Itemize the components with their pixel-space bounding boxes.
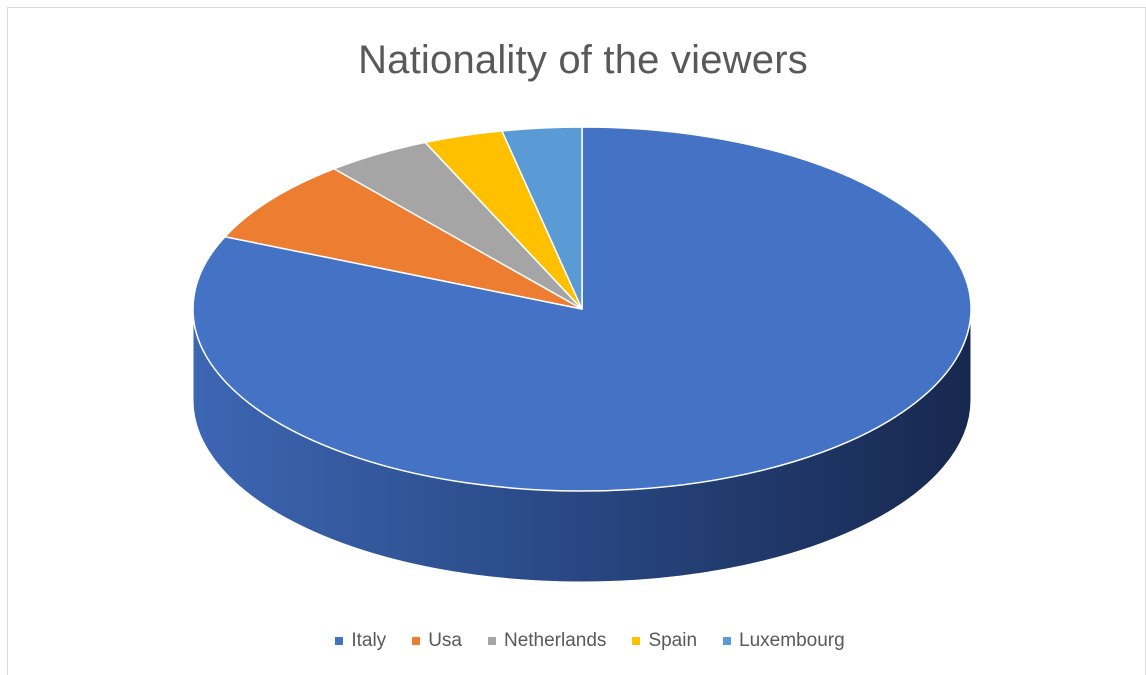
chart-legend: Italy Usa Netherlands Spain Luxembourg (0, 630, 1146, 652)
legend-label-usa: Usa (428, 630, 462, 651)
legend-label-luxembourg: Luxembourg (739, 630, 845, 651)
legend-swatch-italy (335, 637, 344, 645)
legend-swatch-usa (412, 637, 421, 645)
legend-label-italy: Italy (351, 630, 387, 651)
legend-label-spain: Spain (648, 630, 698, 651)
legend-label-netherlands: Netherlands (503, 630, 607, 651)
pie-slice-usa[interactable] (224, 168, 583, 310)
legend-item-usa[interactable]: Usa (412, 630, 462, 652)
pie-slice-luxembourg[interactable] (501, 126, 583, 310)
chart-title: Nationality of the viewers (358, 38, 808, 82)
legend-item-spain[interactable]: Spain (632, 630, 697, 652)
legend-item-netherlands[interactable]: Netherlands (487, 630, 607, 652)
legend-item-italy[interactable]: Italy (335, 630, 386, 652)
legend-item-luxembourg[interactable]: Luxembourg (723, 630, 845, 652)
legend-swatch-spain (632, 637, 641, 645)
legend-swatch-netherlands (487, 637, 496, 645)
legend-swatch-luxembourg (723, 637, 732, 645)
